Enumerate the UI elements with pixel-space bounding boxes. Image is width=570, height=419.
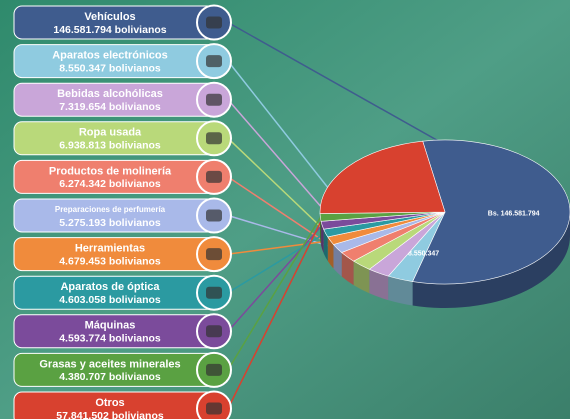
icon-glyph bbox=[206, 363, 222, 376]
slice-side bbox=[323, 229, 328, 261]
connector bbox=[227, 240, 331, 255]
category-label: Vehículos bbox=[84, 11, 135, 23]
value-label: 4.593.774 bolivianos bbox=[59, 333, 161, 345]
slice-side bbox=[321, 221, 324, 254]
value-label: 6.274.342 bolivianos bbox=[59, 178, 161, 190]
category-label: Aparatos electrónicos bbox=[52, 50, 168, 62]
value-label: 6.938.813 bolivianos bbox=[59, 140, 161, 152]
value-label: 4.380.707 bolivianos bbox=[59, 371, 161, 383]
category-label: Herramientas bbox=[75, 243, 145, 255]
slice-side bbox=[341, 252, 354, 286]
connector bbox=[227, 224, 323, 332]
icon-glyph bbox=[206, 93, 222, 106]
icon-glyph bbox=[206, 402, 222, 415]
slice-side bbox=[369, 269, 389, 301]
category-label: Máquinas bbox=[85, 320, 136, 332]
value-label: 7.319.654 bolivianos bbox=[59, 101, 161, 113]
connector bbox=[227, 214, 338, 250]
value-label: 57.841.502 bolivianos bbox=[56, 410, 164, 419]
slice-label: Bs. 8.550.347 bbox=[395, 251, 439, 258]
icon-glyph bbox=[206, 16, 222, 29]
category-label: Otros bbox=[95, 397, 124, 409]
category-label: Aparatos de óptica bbox=[60, 281, 160, 293]
icon-glyph bbox=[206, 55, 222, 68]
slice-label: Bs. 146.581.794 bbox=[488, 210, 540, 217]
category-label: Preparaciones de perfumería bbox=[55, 205, 166, 214]
connector bbox=[227, 232, 326, 294]
category-label: Grasas y aceites minerales bbox=[39, 358, 180, 370]
category-label: Productos de molinería bbox=[49, 165, 172, 177]
icon-glyph bbox=[206, 170, 222, 183]
value-label: 8.550.347 bolivianos bbox=[59, 62, 161, 74]
icon-glyph bbox=[206, 286, 222, 299]
icon-glyph bbox=[206, 248, 222, 261]
value-label: 146.581.794 bolivianos bbox=[53, 24, 166, 36]
connector bbox=[227, 217, 322, 371]
slice bbox=[319, 140, 446, 214]
icon-glyph bbox=[206, 325, 222, 338]
slice-side bbox=[353, 261, 370, 294]
value-label: 4.679.453 bolivianos bbox=[59, 255, 161, 267]
slice-side bbox=[333, 244, 342, 277]
icon-glyph bbox=[206, 209, 222, 222]
icon-glyph bbox=[206, 132, 222, 145]
slice-side bbox=[327, 236, 334, 269]
category-label: Bebidas alcohólicas bbox=[57, 88, 163, 100]
slice-side bbox=[388, 276, 413, 306]
value-label: 4.603.058 bolivianos bbox=[59, 294, 161, 306]
category-label: Ropa usada bbox=[79, 127, 142, 139]
value-label: 5.275.193 bolivianos bbox=[59, 217, 161, 229]
